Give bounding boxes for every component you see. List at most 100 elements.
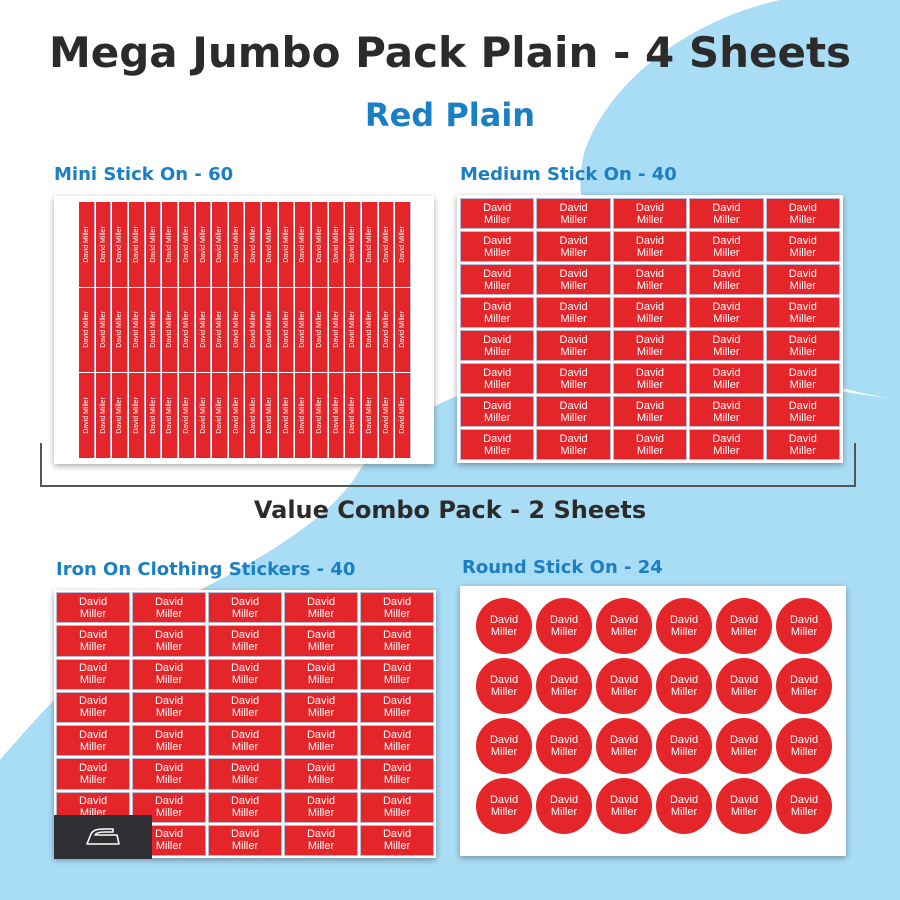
- label-first-name: David: [712, 399, 741, 412]
- label-last-name: Miller: [789, 213, 816, 226]
- label-first-name: David: [230, 595, 260, 608]
- label-first-name: David: [489, 734, 519, 746]
- mini-label: David Miller: [245, 202, 262, 287]
- mini-label-text: David Miller: [299, 397, 307, 434]
- label-last-name: Miller: [790, 806, 818, 818]
- label-last-name: Miller: [610, 746, 638, 758]
- label-first-name: David: [549, 734, 579, 746]
- medium-label: David Miller: [536, 297, 611, 328]
- label-first-name: David: [382, 662, 412, 675]
- medium-label: David Miller: [765, 330, 840, 361]
- mini-label: David Miller: [212, 202, 228, 287]
- label-last-name: Miller: [713, 246, 740, 259]
- mini-label: David Miller: [395, 287, 411, 373]
- medium-label: David Miller: [765, 363, 840, 394]
- label-last-name: Miller: [490, 746, 518, 758]
- mini-label: David Miller: [345, 287, 362, 373]
- mini-label: David Miller: [262, 202, 278, 287]
- label-first-name: David: [635, 267, 665, 280]
- mini-label: David Miller: [212, 287, 228, 373]
- label-last-name: Miller: [155, 740, 183, 753]
- label-last-name: Miller: [790, 746, 818, 758]
- label-first-name: David: [230, 828, 260, 841]
- label-last-name: Miller: [231, 740, 259, 753]
- label-first-name: David: [306, 595, 336, 608]
- medium-label: David Miller: [460, 429, 535, 460]
- label-first-name: David: [549, 794, 579, 806]
- mini-label-text: David Miller: [382, 226, 390, 263]
- label-first-name: David: [483, 333, 512, 346]
- medium-label: David Miller: [612, 231, 688, 262]
- mini-label-text: David Miller: [382, 397, 390, 434]
- label-last-name: Miller: [79, 740, 107, 753]
- medium-label: David Miller: [460, 297, 535, 328]
- page-subtitle: Red Plain: [364, 96, 536, 134]
- combo-bracket: [40, 443, 856, 487]
- label-last-name: Miller: [636, 411, 664, 424]
- mini-label-text: David Miller: [132, 226, 140, 263]
- round-label: David Miller: [596, 778, 652, 834]
- label-first-name: David: [559, 333, 588, 346]
- round-label: David Miller: [716, 718, 772, 774]
- mini-label: David Miller: [195, 202, 212, 287]
- medium-label: David Miller: [689, 264, 764, 295]
- mini-label: David Miller: [162, 202, 178, 287]
- label-last-name: Miller: [713, 378, 740, 391]
- mini-label-text: David Miller: [265, 226, 273, 263]
- round-label: David Miller: [656, 598, 712, 654]
- label-last-name: Miller: [636, 444, 664, 457]
- round-sheet: David Miller David Miller David Miller David Mi…: [460, 586, 846, 856]
- round-label: David Miller: [716, 598, 772, 654]
- label-last-name: Miller: [307, 840, 335, 853]
- label-last-name: Miller: [307, 640, 335, 653]
- mini-label: David Miller: [178, 373, 195, 458]
- mini-label-text: David Miller: [282, 397, 290, 434]
- label-first-name: David: [489, 794, 519, 806]
- label-last-name: Miller: [610, 686, 638, 698]
- mini-label-text: David Miller: [365, 226, 373, 263]
- label-last-name: Miller: [484, 246, 511, 259]
- medium-label: David Miller: [460, 396, 535, 427]
- label-last-name: Miller: [789, 312, 816, 325]
- label-first-name: David: [669, 674, 699, 686]
- medium-label: David Miller: [460, 231, 535, 262]
- label-last-name: Miller: [636, 246, 664, 259]
- medium-label: David Miller: [612, 363, 688, 394]
- label-first-name: David: [549, 674, 579, 686]
- round-label: David Miller: [596, 718, 652, 774]
- label-last-name: Miller: [484, 279, 511, 292]
- label-last-name: Miller: [789, 378, 816, 391]
- label-first-name: David: [382, 795, 412, 808]
- label-last-name: Miller: [730, 746, 758, 758]
- round-label: David Miller: [536, 778, 592, 834]
- label-last-name: Miller: [560, 444, 587, 457]
- label-last-name: Miller: [560, 246, 587, 259]
- medium-label: David Miller: [536, 363, 611, 394]
- label-last-name: Miller: [550, 806, 578, 818]
- mini-section-title: Mini Stick On - 60: [54, 164, 234, 185]
- mini-label: David Miller: [312, 287, 328, 373]
- label-first-name: David: [635, 432, 665, 445]
- label-first-name: David: [489, 674, 519, 686]
- mini-label-text: David Miller: [282, 311, 290, 349]
- medium-label: David Miller: [536, 264, 611, 295]
- label-last-name: Miller: [383, 740, 411, 753]
- label-first-name: David: [789, 614, 819, 626]
- mini-label: David Miller: [362, 202, 378, 287]
- mini-label-text: David Miller: [99, 397, 107, 434]
- medium-label: David Miller: [689, 396, 764, 427]
- mini-label-text: David Miller: [216, 397, 224, 434]
- label-first-name: David: [483, 234, 512, 247]
- label-last-name: Miller: [730, 686, 758, 698]
